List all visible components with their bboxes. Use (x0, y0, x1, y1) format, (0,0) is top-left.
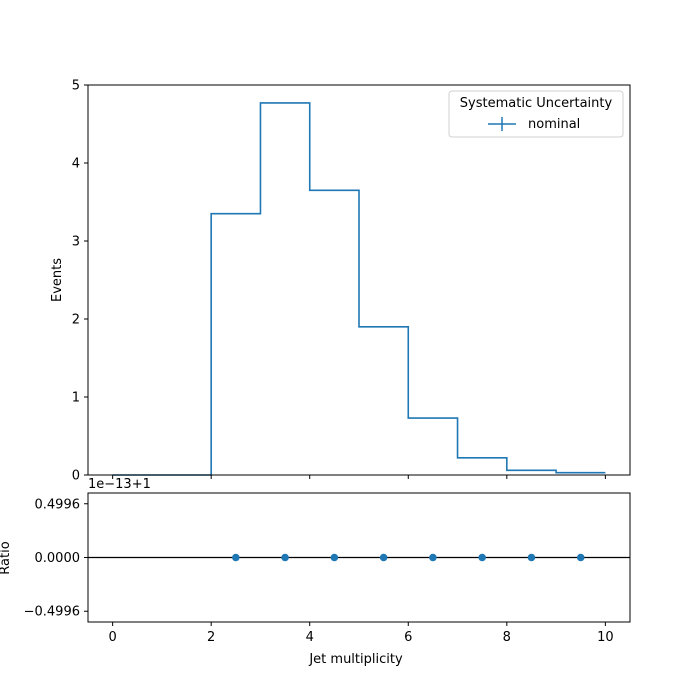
main-y-tick-label: 4 (72, 157, 80, 172)
ratio-panel: 0 2 4 6 8 10 0.4996 0.0000 −0.4996 1e−13+1 Ratio… (0, 477, 631, 667)
ratio-point (478, 553, 486, 562)
x-tick-label: 10 (597, 630, 614, 645)
legend: Systematic Uncertainty nominal (448, 90, 624, 138)
ratio-ticks: 0 2 4 6 8 10 0.4996 0.0000 −0.4996 (24, 497, 614, 645)
series-nominal-step (112, 102, 606, 476)
x-tick-label: 2 (207, 630, 215, 645)
ratio-y-tick-label: 0.4996 (35, 497, 81, 512)
legend-title: Systematic Uncertainty (460, 96, 613, 111)
x-axis-label: Jet multiplicity (308, 652, 403, 667)
main-data-layer (112, 102, 606, 476)
main-y-tick-label: 0 (72, 469, 80, 484)
ratio-offset-text: 1e−13+1 (88, 477, 151, 492)
x-tick-label: 0 (108, 630, 116, 645)
ratio-point (232, 553, 240, 562)
ratio-point (527, 553, 536, 562)
main-axes-frame (87, 84, 631, 476)
main-y-tick-label: 3 (72, 235, 80, 250)
ratio-point (281, 553, 289, 562)
ratio-y-axis-label: Ratio (0, 541, 13, 574)
ratio-point (429, 553, 437, 562)
ratio-data-layer (88, 553, 630, 562)
x-tick-label: 6 (404, 630, 412, 645)
ratio-point (330, 553, 339, 562)
main-y-tick-label: 1 (72, 391, 80, 406)
x-tick-label: 8 (503, 630, 511, 645)
ratio-y-tick-label: −0.4996 (24, 605, 80, 620)
ratio-y-tick-label: 0.0000 (35, 551, 81, 566)
ratio-point (576, 553, 585, 562)
main-y-tick-label: 2 (72, 313, 80, 328)
legend-entry-nominal: nominal (528, 117, 580, 132)
legend-box (448, 90, 624, 138)
main-y-tick-label: 5 (72, 79, 80, 94)
main-panel: 0 1 2 3 4 5 Events Systematic Uncertainty nom… (50, 79, 631, 484)
main-ticks: 0 1 2 3 4 5 (72, 79, 606, 484)
ratio-point (379, 553, 388, 562)
x-tick-label: 4 (306, 630, 314, 645)
main-y-axis-label: Events (50, 258, 65, 302)
